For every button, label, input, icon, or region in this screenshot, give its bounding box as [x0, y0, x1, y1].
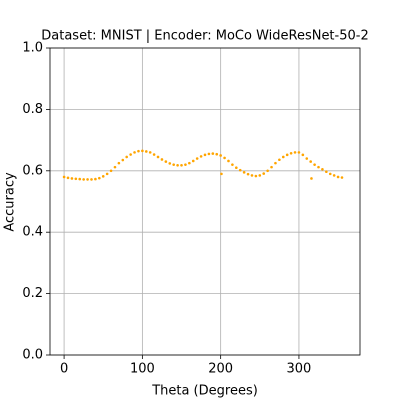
point	[113, 165, 117, 169]
point	[310, 177, 313, 180]
point	[62, 175, 66, 179]
point	[66, 176, 70, 180]
point	[250, 174, 254, 177]
point	[266, 169, 269, 173]
point	[188, 161, 191, 165]
point	[74, 177, 78, 181]
point	[309, 160, 312, 163]
x-tick-label: 100	[130, 362, 155, 377]
point	[274, 161, 277, 165]
point	[321, 167, 324, 171]
point	[117, 161, 121, 165]
point	[184, 163, 187, 166]
point	[285, 153, 289, 157]
y-tick-label: 0.6	[22, 163, 43, 178]
point	[125, 155, 129, 159]
chart-title: Dataset: MNIST | Encoder: MoCo WideResNe…	[41, 29, 368, 44]
y-axis-label: Accuracy	[3, 172, 18, 232]
point	[301, 153, 305, 157]
point	[121, 158, 125, 162]
point	[129, 153, 132, 156]
point	[325, 170, 328, 174]
point	[86, 178, 89, 181]
x-tick-label: 0	[60, 362, 68, 377]
point	[220, 172, 223, 176]
point	[235, 166, 238, 170]
point	[105, 172, 109, 176]
point	[242, 171, 246, 174]
point	[215, 152, 219, 156]
point	[313, 163, 316, 166]
point	[231, 163, 234, 166]
point	[278, 158, 281, 162]
point	[332, 174, 336, 177]
point	[199, 155, 203, 158]
point	[289, 152, 293, 155]
point	[227, 159, 230, 163]
point	[78, 177, 82, 181]
point	[144, 150, 148, 153]
y-tick-label: 0.8	[22, 102, 43, 117]
point	[195, 157, 199, 160]
point	[238, 168, 242, 172]
point	[254, 174, 258, 178]
point	[207, 152, 211, 156]
point	[270, 165, 273, 169]
y-tick-label: 0.2	[22, 286, 43, 301]
point	[164, 160, 168, 163]
point	[219, 154, 222, 157]
point	[203, 153, 207, 157]
point	[98, 176, 101, 180]
point	[223, 156, 226, 160]
point	[109, 169, 113, 173]
point	[133, 151, 136, 154]
point	[297, 151, 301, 154]
point	[258, 174, 262, 177]
point	[293, 151, 297, 154]
point	[336, 175, 340, 179]
point	[70, 177, 74, 180]
point	[82, 178, 85, 181]
point	[160, 158, 164, 161]
point	[137, 149, 140, 153]
y-tick-label: 1.0	[22, 41, 43, 56]
point	[191, 159, 195, 163]
point	[156, 155, 160, 159]
point	[176, 163, 179, 167]
x-tick-label: 200	[208, 362, 233, 377]
point	[246, 172, 250, 176]
point	[141, 149, 144, 153]
point	[328, 172, 332, 176]
plot-frame	[49, 47, 361, 356]
point	[180, 163, 183, 167]
point	[168, 162, 172, 165]
point	[305, 157, 309, 160]
point	[172, 163, 175, 166]
point	[340, 176, 344, 179]
y-tick-label: 0.0	[22, 348, 43, 363]
point	[211, 152, 215, 155]
point	[90, 178, 93, 181]
point	[262, 172, 266, 175]
point	[94, 177, 97, 181]
point	[152, 153, 156, 156]
x-axis-label: Theta (Degrees)	[151, 384, 258, 399]
y-tick-label: 0.4	[22, 225, 43, 240]
point	[148, 151, 152, 154]
point	[101, 175, 105, 178]
x-tick-label: 300	[287, 362, 312, 377]
point	[317, 165, 320, 169]
point	[281, 155, 285, 159]
